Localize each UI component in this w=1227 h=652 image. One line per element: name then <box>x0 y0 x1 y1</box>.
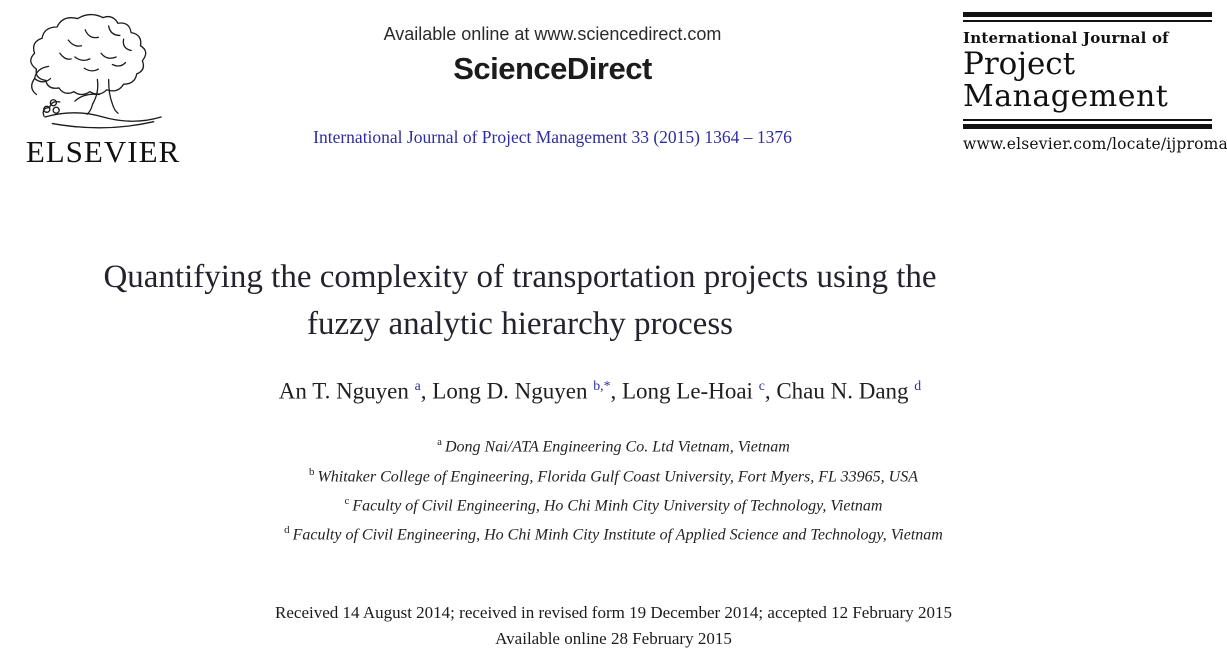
author-superscript: c <box>758 377 765 393</box>
author-name: Long D. Nguyen <box>432 378 588 404</box>
affiliation-line: c Faculty of Civil Engineering, Ho Chi Mi… <box>0 489 1227 518</box>
affiliation-superscript: c <box>344 495 350 508</box>
masthead-title-line1: Project <box>963 46 1076 82</box>
author-superscript: a <box>414 377 421 393</box>
author-superscript: b,* <box>593 377 611 393</box>
sciencedirect-logo: ScienceDirect <box>453 51 652 86</box>
affiliation-list: a Dong Nai/ATA Engineering Co. Ltd Vietna… <box>0 430 1227 547</box>
author-name: Chau N. Dang <box>776 378 909 404</box>
article-title-line1: Quantifying the complexity of transporta… <box>103 259 937 295</box>
author-separator: , <box>610 378 622 404</box>
affiliation-superscript: b <box>309 465 315 478</box>
affiliation-text: Faculty of Civil Engineering, Ho Chi Min… <box>352 497 883 515</box>
article-title-line2: fuzzy analytic hierarchy process <box>306 305 734 342</box>
masthead-rule-bottom-thin <box>963 119 1212 122</box>
author-superscript: d <box>914 377 922 393</box>
author-separator: , <box>764 378 777 404</box>
affiliation-superscript: a <box>437 436 442 449</box>
masthead-title-line2: Management <box>963 78 1169 114</box>
masthead-rule-top-thick <box>963 12 1212 17</box>
affiliation-line: d Faculty of Civil Engineering, Ho Chi Mi… <box>0 518 1227 547</box>
affiliation-text: Dong Nai/ATA Engineering Co. Ltd Vietnam… <box>444 438 790 456</box>
affiliation-text: Whitaker College of Engineering, Florida… <box>317 468 918 486</box>
elsevier-logo: ELSEVIER <box>10 12 196 170</box>
journal-header: ELSEVIER Available online at www.science… <box>0 0 1227 200</box>
author-name: Long Le-Hoai <box>622 378 753 404</box>
received-dates-line: Received 14 August 2014; received in rev… <box>275 602 952 622</box>
elsevier-wordmark: ELSEVIER <box>25 134 181 169</box>
affiliation-line: a Dong Nai/ATA Engineering Co. Ltd Vietna… <box>0 430 1227 459</box>
article-history: Received 14 August 2014; received in rev… <box>0 600 1227 652</box>
affiliation-line: b Whitaker College of Engineering, Florid… <box>0 460 1227 489</box>
available-online-text: Available online at www.sciencedirect.co… <box>383 24 722 44</box>
masthead-rule-bottom-thick <box>963 124 1212 130</box>
header-center: Available online at www.sciencedirect.co… <box>285 24 820 148</box>
affiliation-text: Faculty of Civil Engineering, Ho Chi Min… <box>292 526 943 544</box>
masthead-kicker: International Journal of <box>963 29 1169 47</box>
masthead-rule-top-thin <box>963 20 1212 22</box>
elsevier-tree-icon <box>10 12 196 132</box>
journal-citation-link[interactable]: International Journal of Project Managem… <box>313 127 792 147</box>
available-online-date: Available online 28 February 2015 <box>495 628 732 648</box>
article-title: Quantifying the complexity of transporta… <box>0 254 1040 348</box>
affiliation-superscript: d <box>284 524 290 537</box>
journal-masthead: International Journal of Project Managem… <box>963 12 1227 154</box>
author-name: An T. Nguyen <box>278 378 409 404</box>
author-list: An T. Nguyen a, Long D. Nguyen b,*, Long… <box>0 378 1200 405</box>
author-separator: , <box>420 378 433 404</box>
journal-homepage-url: www.elsevier.com/locate/ijproman <box>963 135 1227 154</box>
